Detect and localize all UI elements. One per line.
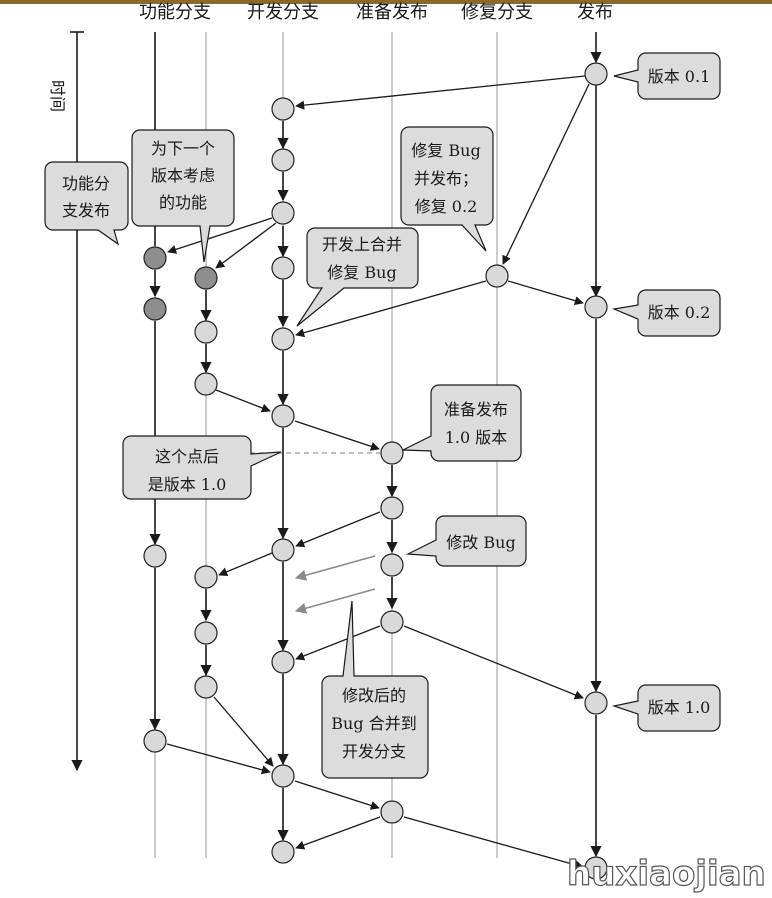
callout-v01-text: 版本 0.1	[648, 67, 711, 86]
commit-node	[271, 650, 295, 674]
feature-commit-node	[143, 297, 167, 321]
callout-merged: 修改后的 Bug 合并到 开发分支	[321, 600, 429, 779]
feature-commit-node	[143, 246, 167, 270]
lane-title-master: 发布	[577, 2, 613, 23]
lane-titles: 功能分支 开发分支 准备发布 修复分支 发布	[139, 2, 613, 23]
callout-hotfix-line1: 修复 Bug	[411, 141, 480, 160]
commit-nodes	[143, 62, 608, 880]
callout-fix-bug: 修改 Bug	[405, 515, 527, 567]
commit-node-v10	[584, 691, 608, 715]
lane-title-feature: 功能分支	[139, 2, 211, 23]
release-commit-node	[380, 553, 404, 577]
callout-after-point-line1: 这个点后	[155, 447, 219, 466]
hotfix-commit-node	[485, 264, 509, 288]
gray-merge-arrows	[294, 555, 376, 614]
callout-next-features-line1: 为下一个	[151, 139, 215, 158]
commit-node	[194, 565, 218, 589]
commit-node	[194, 675, 218, 699]
commit-node	[194, 320, 218, 344]
callout-feature-release: 功能分 支发布	[44, 161, 129, 246]
release-commit-node	[380, 441, 404, 465]
header-bar	[0, 0, 772, 4]
commit-node	[271, 148, 295, 172]
callout-merge-fix-line1: 开发上合并	[322, 235, 402, 254]
merge-edges	[166, 75, 590, 870]
callout-next-features-line3: 的功能	[159, 193, 207, 212]
commit-node-final	[584, 856, 608, 880]
feature-commit-node	[194, 266, 218, 290]
release-commit-node	[380, 800, 404, 824]
callout-after-point-line2: 是版本 1.0	[148, 475, 227, 494]
callout-hotfix-line3: 修复 0.2	[415, 197, 478, 216]
callout-hotfix-line2: 并发布；	[414, 169, 478, 188]
commit-node	[271, 327, 295, 351]
callout-merged-line2: Bug 合并到	[331, 714, 416, 733]
callout-prepare-line2: 1.0 版本	[445, 428, 508, 447]
time-axis: 时间	[48, 31, 84, 772]
commit-node-v01	[584, 62, 608, 86]
commit-node	[271, 840, 295, 864]
commit-node	[271, 97, 295, 121]
commit-node	[271, 404, 295, 428]
commit-node	[271, 538, 295, 562]
lane-title-develop: 开发分支	[247, 2, 319, 23]
callout-merged-line1: 修改后的	[342, 686, 406, 705]
commit-node	[271, 201, 295, 225]
time-label: 时间	[48, 80, 67, 112]
release-commit-node	[380, 610, 404, 634]
callout-prepare-line1: 准备发布	[444, 400, 508, 419]
callout-feature-release-line1: 功能分	[62, 174, 110, 193]
callout-next-features-line2: 版本考虑	[151, 166, 215, 185]
commit-node	[194, 372, 218, 396]
watermark: huxiaojian	[567, 854, 766, 894]
commit-node-v02	[584, 295, 608, 319]
callout-v02-text: 版本 0.2	[648, 303, 711, 322]
lane-title-hotfix: 修复分支	[461, 2, 533, 23]
callout-merge-fix-line2: 修复 Bug	[327, 263, 396, 282]
callout-merged-line3: 开发分支	[342, 742, 406, 761]
commit-node	[143, 544, 167, 568]
commit-node	[194, 621, 218, 645]
callout-prepare: 准备发布 1.0 版本	[402, 384, 522, 462]
callout-feature-release-line2: 支发布	[62, 201, 110, 220]
callout-after-point: 这个点后 是版本 1.0	[122, 435, 282, 500]
callout-v02: 版本 0.2	[611, 289, 721, 337]
callout-hotfix: 修复 Bug 并发布； 修复 0.2	[400, 126, 494, 252]
commit-node	[271, 256, 295, 280]
callout-fix-bug-text: 修改 Bug	[446, 533, 515, 552]
commit-node	[271, 764, 295, 788]
callout-v10-text: 版本 1.0	[648, 698, 711, 717]
commit-node	[143, 729, 167, 753]
release-commit-node	[380, 496, 404, 520]
callout-v01: 版本 0.1	[613, 52, 721, 100]
callout-v10: 版本 1.0	[611, 684, 721, 732]
callout-merge-fix: 开发上合并 修复 Bug	[296, 227, 419, 327]
callout-next-features: 为下一个 版本考虑 的功能	[131, 129, 235, 263]
lane-title-release: 准备发布	[356, 2, 428, 23]
